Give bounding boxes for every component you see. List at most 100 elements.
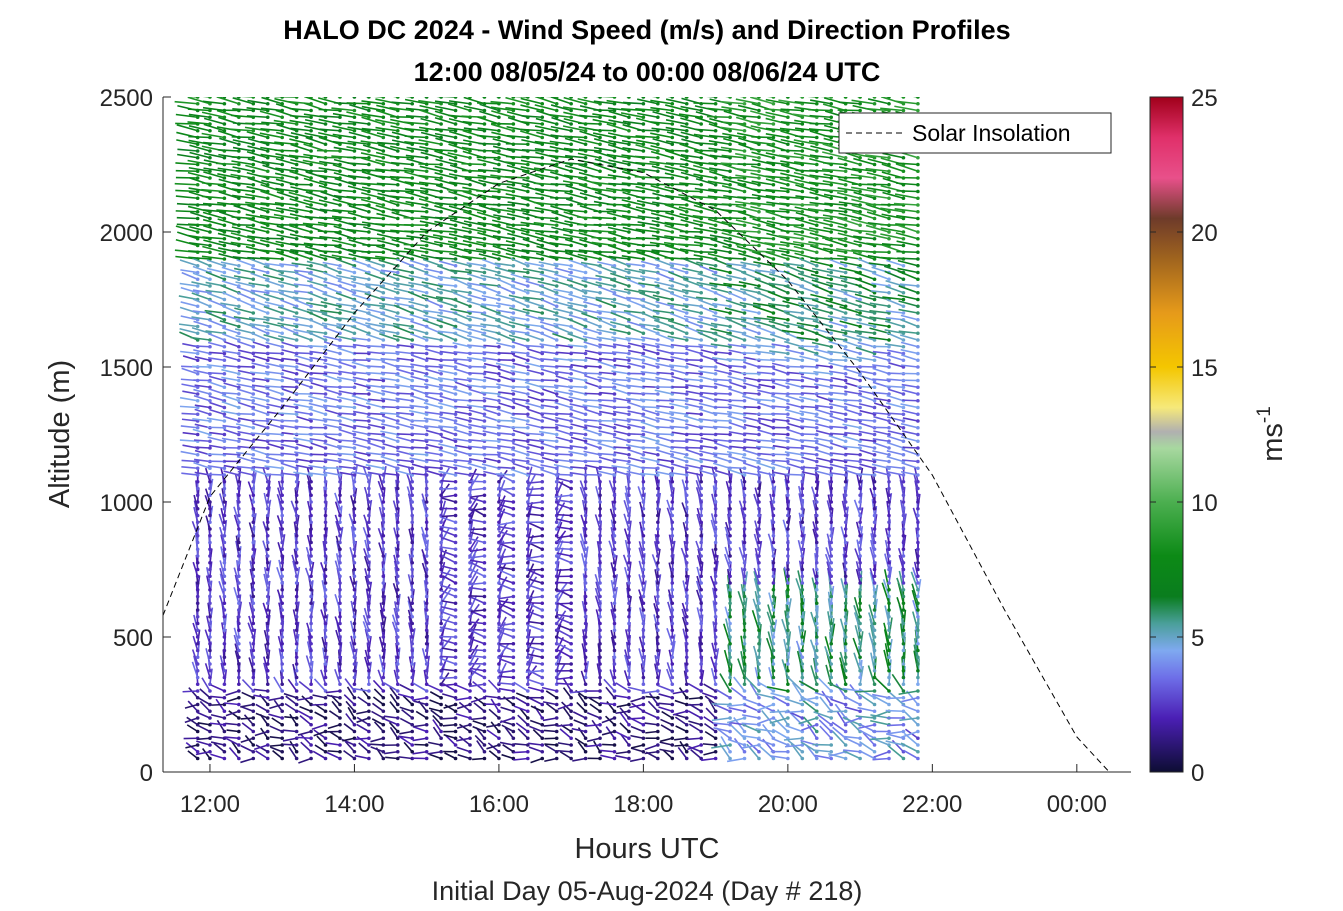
wind-barb [192,257,212,268]
wind-barb [225,689,241,697]
wind-barb [201,111,227,120]
wind-barb [188,250,212,255]
wind-barb [201,677,212,693]
wind-barb [201,748,212,761]
wind-barb [207,292,227,302]
wind-barb [175,225,200,234]
wind-barb [186,724,200,734]
wind-barb [179,259,200,268]
wind-barb [193,388,212,396]
wind-barb [219,560,227,579]
wind-barb [195,749,212,756]
wind-barb [193,655,200,673]
wind-barb [193,439,212,444]
wind-barb [224,736,241,741]
wind-barb [197,697,212,707]
wind-barb [201,132,227,140]
wind-barb [207,380,227,390]
wind-barb [208,478,214,498]
wind-barb [205,515,212,531]
wind-barb [201,195,227,201]
wind-barb [193,344,212,349]
wind-barb [219,493,227,511]
wind-barb [180,315,200,322]
wind-barb [189,151,212,160]
wind-barb [181,271,200,282]
wind-barb [207,436,227,444]
wind-barb [175,176,200,180]
wind-barb [204,663,212,680]
wind-barb [203,225,227,234]
wind-barb [216,719,227,734]
wind-barb [225,709,241,717]
wind-barb [188,113,212,120]
wind-barb [194,404,212,410]
wind-barb [175,189,200,194]
wind-barb [191,281,212,288]
wind-barb [224,702,241,707]
wind-barb [202,97,212,99]
wind-barb [177,148,200,153]
wind-barb [233,634,241,653]
wind-barb [193,614,200,633]
wind-barb [189,241,212,248]
wind-barb [210,695,227,700]
wind-barb [203,117,227,126]
wind-barb [192,561,200,579]
wind-barb [175,169,200,174]
wind-barb [180,425,200,430]
wind-barb [204,309,227,315]
wind-barb [219,567,227,585]
wind-barb [179,396,200,403]
wind-barb [188,125,212,133]
wind-barb [208,319,227,329]
wind-barb [194,408,212,417]
wind-barb [194,356,212,363]
wind-barb [210,713,227,720]
wind-barb [187,121,212,126]
wind-barb [193,394,212,403]
wind-barb [184,702,200,709]
wind-barb [181,367,200,376]
wind-barb [192,622,200,639]
wind-barb [228,747,241,761]
wind-barb [187,97,200,99]
wind-barb [190,336,212,342]
wind-barb [207,473,227,477]
wind-barb [193,506,200,525]
wind-barb [191,649,200,666]
wind-barb [192,428,212,437]
wind-barb [219,573,227,592]
wind-barb [181,466,200,471]
wind-barb [175,209,200,214]
wind-barb [220,546,227,565]
wind-barb [180,301,200,309]
wind-barb [233,627,241,646]
wind-barb [207,465,227,471]
wind-barb [187,159,212,167]
wind-barb [193,461,212,471]
wind-barb [206,267,227,275]
wind-barb [208,332,227,342]
wind-barb [208,505,214,525]
wind-barb [203,171,227,180]
wind-barb [182,689,200,693]
wind-barb [192,417,212,423]
wind-barb [187,171,212,180]
wind-barb [180,450,200,457]
wind-barb [234,643,241,660]
wind-barb [226,729,241,734]
wind-barb [196,711,212,720]
wind-barb [225,722,241,727]
wind-barb [205,271,227,282]
wind-barb [191,661,200,680]
wind-barb [178,323,200,329]
wind-barb [185,741,200,754]
wind-barb [206,567,212,585]
wind-barb [210,741,227,747]
wind-barb [218,513,227,531]
wind-barb [176,124,200,133]
wind-barb [188,135,212,140]
wind-barb [187,108,212,113]
